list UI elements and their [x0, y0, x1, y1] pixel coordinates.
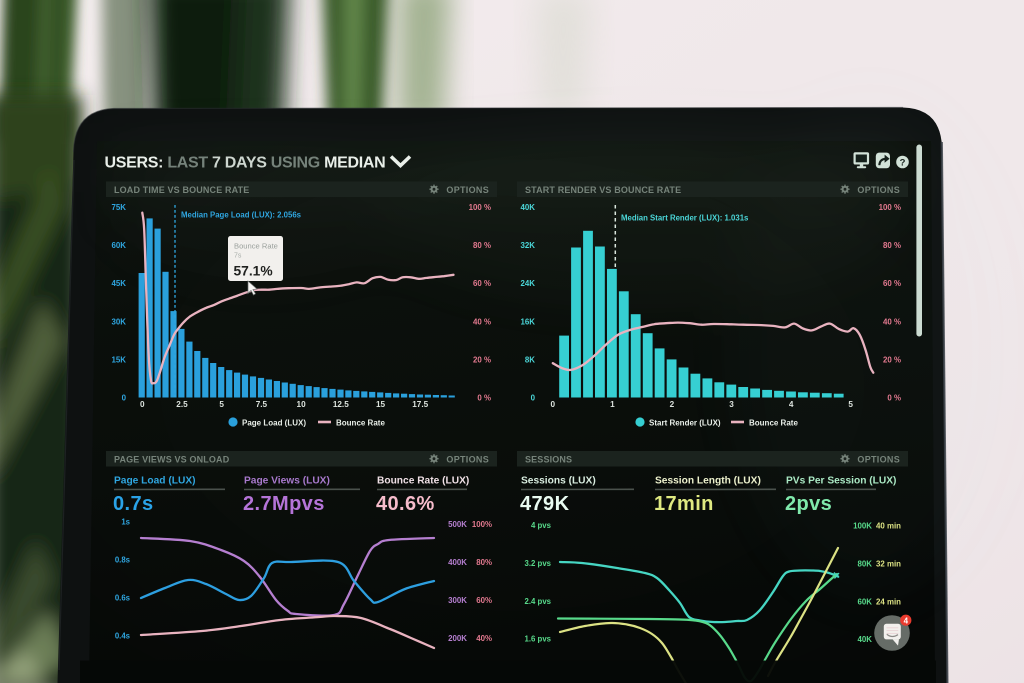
svg-text:0.8s: 0.8s [115, 556, 131, 565]
svg-text:100K: 100K [853, 522, 872, 531]
svg-text:100 %: 100 % [469, 203, 491, 212]
svg-text:17.5: 17.5 [412, 400, 428, 409]
svg-text:300K: 300K [448, 596, 467, 605]
svg-text:2.7Mpvs: 2.7Mpvs [243, 493, 325, 515]
svg-text:17min: 17min [654, 493, 714, 515]
svg-text:10: 10 [297, 400, 307, 409]
svg-text:12.5: 12.5 [333, 400, 349, 409]
svg-text:Bounce Rate (LUX): Bounce Rate (LUX) [377, 476, 469, 487]
svg-text:4: 4 [904, 616, 909, 625]
svg-text:30K: 30K [112, 317, 127, 326]
svg-text:80%: 80% [476, 558, 492, 567]
svg-text:OPTIONS: OPTIONS [446, 455, 489, 465]
svg-text:PVs Per Session (LUX): PVs Per Session (LUX) [786, 476, 896, 487]
svg-text:Bounce Rate: Bounce Rate [234, 242, 278, 251]
svg-text:Sessions (LUX): Sessions (LUX) [521, 476, 596, 487]
svg-text:2: 2 [670, 400, 675, 409]
svg-text:100%: 100% [472, 520, 492, 529]
svg-text:0: 0 [531, 394, 536, 403]
svg-text:0: 0 [122, 394, 127, 403]
svg-text:Median Page Load (LUX): 2.056s: Median Page Load (LUX): 2.056s [181, 211, 302, 220]
svg-text:0 %: 0 % [887, 394, 901, 403]
svg-text:60K: 60K [112, 241, 127, 250]
svg-text:20 %: 20 % [473, 355, 491, 364]
svg-text:100 %: 100 % [879, 203, 901, 212]
svg-text:24 min: 24 min [876, 597, 901, 606]
svg-text:SESSIONS: SESSIONS [525, 455, 572, 465]
svg-text:32 min: 32 min [876, 559, 901, 568]
svg-text:Session Length (LUX): Session Length (LUX) [655, 476, 761, 487]
svg-text:40 min: 40 min [876, 522, 901, 531]
svg-text:3: 3 [729, 400, 734, 409]
svg-text:LOAD TIME VS BOUNCE RATE: LOAD TIME VS BOUNCE RATE [114, 185, 249, 195]
svg-text:2.5: 2.5 [176, 400, 188, 409]
svg-text:5: 5 [848, 400, 853, 409]
svg-text:500K: 500K [448, 520, 467, 529]
svg-text:OPTIONS: OPTIONS [857, 455, 900, 465]
svg-text:7s: 7s [234, 253, 242, 260]
svg-text:OPTIONS: OPTIONS [857, 185, 900, 195]
svg-text:0.7s: 0.7s [113, 493, 154, 515]
svg-text:40K: 40K [858, 635, 873, 644]
svg-text:20 %: 20 % [883, 355, 901, 364]
svg-text:60 %: 60 % [883, 279, 901, 288]
svg-text:400K: 400K [448, 558, 467, 567]
svg-text:15: 15 [376, 400, 386, 409]
svg-text:2.4 pvs: 2.4 pvs [525, 597, 552, 606]
svg-text:60%: 60% [476, 596, 492, 605]
svg-text:7.5: 7.5 [256, 400, 268, 409]
svg-text:60 %: 60 % [473, 279, 491, 288]
svg-text:80 %: 80 % [473, 241, 491, 250]
svg-text:Page Load (LUX): Page Load (LUX) [114, 476, 196, 487]
svg-text:40.6%: 40.6% [376, 493, 435, 515]
svg-text:16K: 16K [521, 317, 536, 326]
svg-text:24K: 24K [521, 279, 536, 288]
svg-text:4 pvs: 4 pvs [531, 521, 552, 530]
svg-text:1s: 1s [121, 518, 130, 527]
svg-text:3.2 pvs: 3.2 pvs [525, 559, 552, 568]
svg-text:Bounce Rate: Bounce Rate [749, 419, 798, 428]
svg-text:200K: 200K [448, 634, 467, 643]
svg-text:8K: 8K [525, 355, 535, 364]
svg-text:45K: 45K [112, 279, 127, 288]
svg-text:80K: 80K [858, 559, 873, 568]
svg-text:40 %: 40 % [883, 317, 901, 326]
svg-text:Page Load (LUX): Page Load (LUX) [242, 419, 306, 428]
svg-text:32K: 32K [521, 241, 536, 250]
svg-text:START RENDER VS BOUNCE RATE: START RENDER VS BOUNCE RATE [525, 185, 681, 195]
svg-text:OPTIONS: OPTIONS [446, 185, 489, 195]
svg-text:0.4s: 0.4s [115, 632, 131, 641]
svg-text:0 %: 0 % [477, 394, 491, 403]
svg-text:5: 5 [219, 400, 224, 409]
svg-text:479K: 479K [520, 493, 570, 515]
svg-text:4: 4 [789, 400, 794, 409]
svg-text:Bounce Rate: Bounce Rate [336, 419, 385, 428]
svg-text:57.1%: 57.1% [234, 264, 273, 279]
svg-text:0.6s: 0.6s [115, 594, 131, 603]
svg-text:40 %: 40 % [473, 317, 491, 326]
svg-text:Page Views (LUX): Page Views (LUX) [244, 476, 330, 487]
svg-text:USERS: LAST 7 DAYS USING MEDIA: USERS: LAST 7 DAYS USING MEDIAN [105, 155, 386, 172]
svg-text:80 %: 80 % [883, 241, 901, 250]
svg-text:40K: 40K [521, 203, 536, 212]
svg-text:?: ? [900, 157, 906, 168]
svg-text:15K: 15K [112, 355, 127, 364]
svg-text:75K: 75K [112, 203, 127, 212]
svg-text:Start Render (LUX): Start Render (LUX) [649, 419, 721, 428]
svg-text:PAGE VIEWS VS ONLOAD: PAGE VIEWS VS ONLOAD [114, 455, 230, 465]
svg-text:0: 0 [551, 400, 556, 409]
svg-text:0: 0 [140, 400, 145, 409]
svg-text:Median Start Render (LUX): 1.0: Median Start Render (LUX): 1.031s [621, 214, 749, 223]
svg-text:1.6 pvs: 1.6 pvs [525, 635, 552, 644]
svg-text:40%: 40% [476, 634, 492, 643]
svg-text:1: 1 [610, 400, 615, 409]
svg-text:2pvs: 2pvs [785, 493, 832, 515]
svg-text:60K: 60K [858, 597, 873, 606]
